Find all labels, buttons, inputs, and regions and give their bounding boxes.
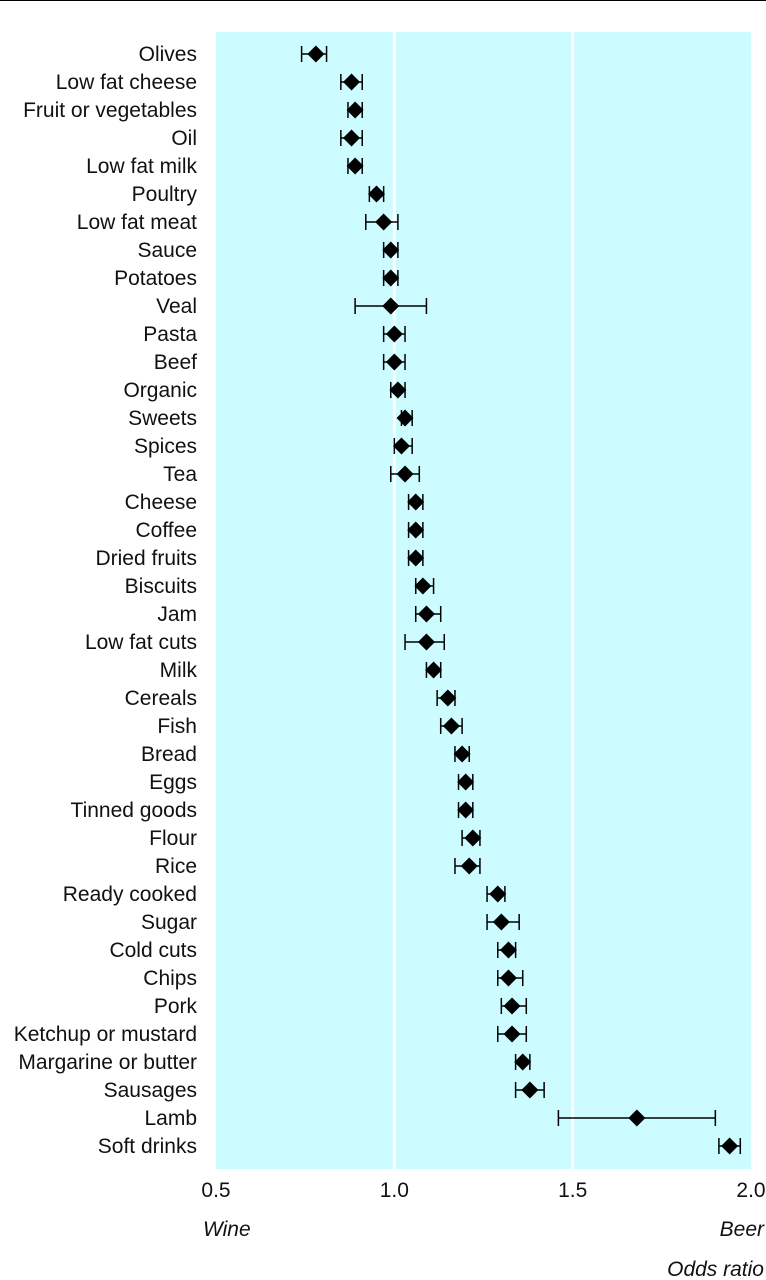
- category-label: Fish: [157, 715, 197, 738]
- x-axis-title: Odds ratio: [667, 1258, 764, 1280]
- odds-ratio-marker: [382, 241, 400, 259]
- odds-ratio-marker: [628, 1109, 646, 1127]
- data-rows: Olives Low fat cheese Fruit or vegetables O…: [14, 43, 742, 1158]
- category-label: Flour: [149, 827, 197, 850]
- tick-label: 1.5: [558, 1179, 587, 1202]
- category-label: Sweets: [128, 407, 197, 430]
- category-label: Spices: [134, 435, 197, 458]
- odds-ratio-marker: [368, 185, 385, 203]
- odds-ratio-marker: [392, 437, 410, 455]
- category-label: Veal: [156, 295, 197, 318]
- tick-label: 2.0: [736, 1179, 765, 1202]
- odds-ratio-marker: [457, 773, 475, 791]
- category-label: Low fat meat: [77, 211, 197, 234]
- category-label: Sauce: [137, 239, 197, 262]
- category-label: Fruit or vegetables: [23, 99, 197, 122]
- category-label: Pasta: [143, 323, 197, 346]
- odds-ratio-marker: [514, 1053, 532, 1071]
- category-label: Tea: [163, 463, 197, 486]
- odds-ratio-marker: [407, 521, 425, 539]
- plot-area: [216, 32, 751, 1169]
- odds-ratio-marker: [499, 941, 517, 959]
- category-label: Low fat milk: [86, 155, 197, 178]
- category-label: Pork: [154, 995, 198, 1018]
- odds-ratio-marker: [499, 969, 517, 987]
- right-end-label: Beer: [720, 1218, 765, 1241]
- category-label: Eggs: [149, 771, 197, 794]
- odds-ratio-marker: [375, 213, 393, 231]
- odds-ratio-marker: [417, 633, 435, 651]
- category-label: Ketchup or mustard: [14, 1023, 197, 1046]
- category-label: Soft drinks: [98, 1135, 197, 1158]
- category-label: Ready cooked: [63, 883, 197, 906]
- category-label: Organic: [123, 379, 197, 402]
- category-label: Cheese: [125, 491, 197, 514]
- category-label: Poultry: [132, 183, 198, 206]
- odds-ratio-marker: [389, 381, 407, 399]
- category-label: Low fat cheese: [56, 71, 197, 94]
- odds-ratio-marker: [414, 577, 432, 595]
- category-label: Potatoes: [114, 267, 197, 290]
- odds-ratio-marker: [417, 605, 435, 623]
- odds-ratio-marker: [439, 689, 457, 707]
- category-label: Chips: [143, 967, 197, 990]
- category-label: Cereals: [125, 687, 197, 710]
- category-label: Margarine or butter: [18, 1051, 197, 1074]
- category-label: Jam: [157, 603, 197, 626]
- odds-ratio-marker: [503, 1025, 521, 1043]
- odds-ratio-marker: [343, 129, 361, 147]
- category-label: Sugar: [141, 911, 197, 934]
- odds-ratio-marker: [407, 493, 425, 511]
- category-label: Coffee: [136, 519, 198, 542]
- odds-ratio-marker: [503, 997, 521, 1015]
- odds-ratio-marker: [382, 269, 400, 287]
- category-label: Tinned goods: [71, 799, 197, 822]
- category-label: Low fat cuts: [85, 631, 197, 654]
- category-label: Oil: [171, 127, 197, 150]
- tick-label: 0.5: [201, 1179, 230, 1202]
- category-label: Cold cuts: [109, 939, 197, 962]
- left-end-label: Wine: [203, 1218, 251, 1241]
- odds-ratio-marker: [346, 157, 364, 175]
- category-label: Sausages: [104, 1079, 197, 1102]
- category-label: Olives: [139, 43, 197, 66]
- odds-ratio-marker: [307, 45, 325, 63]
- odds-ratio-marker: [460, 857, 478, 875]
- odds-ratio-marker: [521, 1081, 539, 1099]
- odds-ratio-marker: [425, 661, 443, 679]
- odds-ratio-marker: [457, 801, 475, 819]
- odds-ratio-marker: [343, 73, 361, 91]
- tick-label: 1.0: [380, 1179, 409, 1202]
- category-label: Rice: [155, 855, 197, 878]
- odds-ratio-marker: [442, 717, 460, 735]
- x-axis-ticks: 0.5 1.0 1.5 2.0: [201, 1179, 765, 1202]
- category-label: Bread: [141, 743, 197, 766]
- odds-ratio-marker: [464, 829, 482, 847]
- odds-ratio-marker: [407, 549, 425, 567]
- category-label: Milk: [160, 659, 198, 682]
- odds-ratio-marker: [382, 297, 400, 315]
- odds-ratio-marker: [396, 465, 414, 483]
- odds-ratio-marker: [489, 885, 507, 903]
- odds-ratio-marker: [346, 101, 364, 119]
- odds-ratio-marker: [721, 1137, 739, 1155]
- category-label: Lamb: [144, 1107, 197, 1130]
- category-label: Biscuits: [125, 575, 197, 598]
- category-label: Dried fruits: [95, 547, 197, 570]
- odds-ratio-marker: [385, 353, 403, 371]
- odds-ratio-marker: [453, 745, 471, 763]
- category-label: Beef: [154, 351, 197, 374]
- odds-ratio-marker: [385, 325, 403, 343]
- odds-ratio-marker: [492, 913, 510, 931]
- odds-ratio-marker: [396, 409, 414, 427]
